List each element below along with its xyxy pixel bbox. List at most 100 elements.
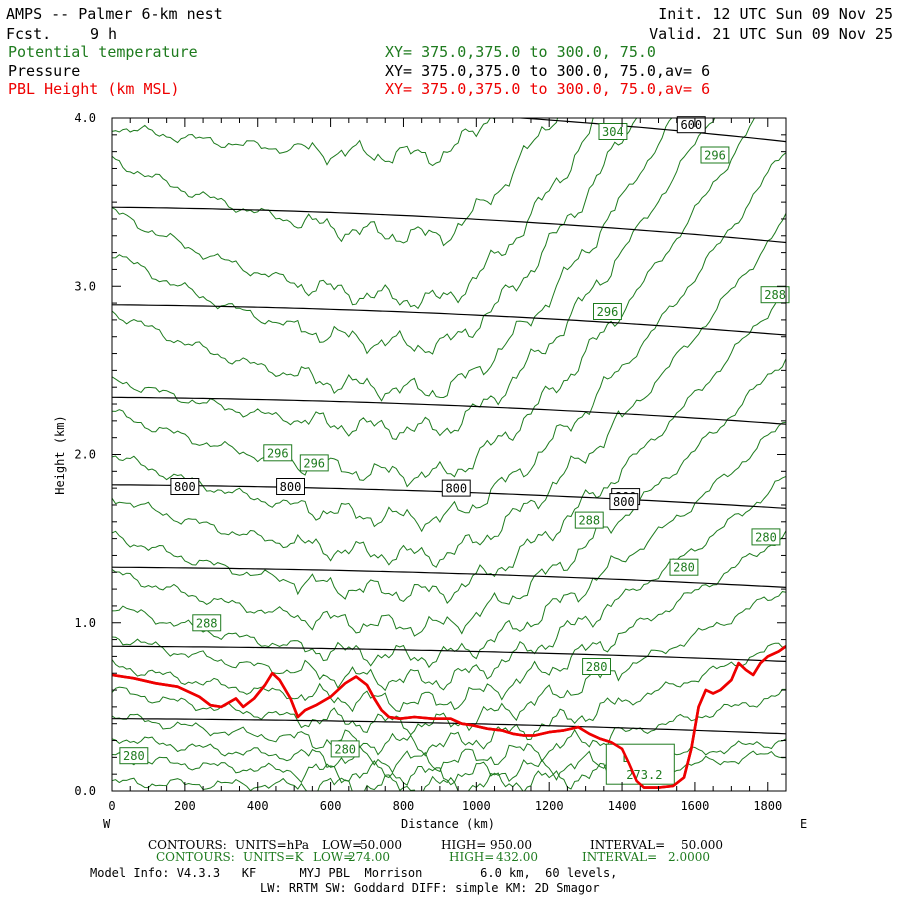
footer-low: 274.00 bbox=[348, 850, 390, 864]
theta-label-text: 280 bbox=[673, 561, 695, 575]
x-tick-label: 600 bbox=[320, 799, 342, 813]
theta-contour-line bbox=[112, 118, 595, 310]
pressure-label-box bbox=[441, 479, 471, 497]
footer-theta-contours: CONTOURS: UNITS=K LOW= 274.00 HIGH= 432.… bbox=[156, 850, 710, 864]
theta-label-box bbox=[593, 303, 622, 320]
plot-frame bbox=[111, 117, 787, 792]
pressure-label: 800 bbox=[170, 478, 200, 495]
footer-interval-label: INTERVAL= bbox=[590, 838, 665, 852]
theta-label-text: 296 bbox=[704, 149, 726, 163]
pressure-label-text: 800 bbox=[613, 495, 635, 509]
theta-contour-line bbox=[112, 688, 786, 774]
theta-label-text: 288 bbox=[578, 514, 600, 528]
x-axis-label: Distance (km) bbox=[401, 817, 495, 831]
pbl-height-line-overlay bbox=[112, 645, 786, 789]
footer-pressure-contours: CONTOURS: UNITS=hPa LOW= 50.000 HIGH= 95… bbox=[148, 838, 723, 852]
footer-high-label: HIGH= bbox=[441, 838, 486, 852]
theta-contour-line bbox=[112, 118, 638, 355]
axis-ticks: 0 200 400 600 800 1000 1200 1400 1600 1800 0.0 1.0 2… bbox=[74, 111, 787, 813]
theta-label-box bbox=[263, 444, 293, 462]
footer-contours-label: CONTOURS: bbox=[148, 838, 227, 852]
low-marker-box bbox=[605, 743, 675, 785]
theta-contour-line bbox=[112, 530, 786, 713]
pressure-label-box bbox=[276, 478, 306, 495]
pressure-label-text: 800 bbox=[280, 480, 302, 494]
theta-label-box bbox=[582, 658, 611, 675]
field-pbl-name: PBL Height (km MSL) bbox=[8, 80, 180, 98]
y-tick-label: 0.0 bbox=[74, 784, 96, 798]
theta-contour-line bbox=[112, 358, 786, 637]
field-pressure-xy: XY= 375.0,375.0 to 300.0, 75.0,av= 6 bbox=[385, 62, 710, 80]
model-info: Model Info: V4.3.3 KF MYJ PBL Morrison 6… bbox=[90, 866, 617, 880]
theta-contour-line bbox=[112, 212, 786, 568]
theta-label: 296 bbox=[263, 444, 293, 462]
pressure-contour-line bbox=[112, 566, 786, 588]
theta-label: 288 bbox=[192, 614, 222, 632]
theta-label: 296 bbox=[299, 454, 329, 472]
x-tick-label: 800 bbox=[393, 799, 415, 813]
theta-contour-line bbox=[112, 118, 673, 402]
theta-label-box bbox=[751, 528, 781, 546]
east-end-label: E bbox=[800, 817, 807, 831]
theta-contour-line bbox=[112, 118, 496, 167]
theta-contour-line bbox=[112, 118, 755, 488]
pressure-label: 800 bbox=[609, 493, 639, 511]
theta-label-box bbox=[669, 558, 699, 576]
x-tick-label: 200 bbox=[174, 799, 196, 813]
field-pbl-xy: XY= 375.0,375.0 to 300.0, 75.0,av= 6 bbox=[385, 80, 710, 98]
theta-label-text: 304 bbox=[602, 125, 624, 139]
theta-label: 280 bbox=[751, 528, 781, 546]
footer-interval: 2.0000 bbox=[668, 850, 710, 864]
theta-label-box bbox=[192, 614, 222, 632]
theta-label-box bbox=[700, 146, 730, 164]
pressure-label-text: 800 bbox=[174, 480, 196, 494]
footer-units: UNITS=K bbox=[243, 850, 305, 864]
pressure-label-text: 600 bbox=[680, 118, 702, 132]
valid-time: Valid. 21 UTC Sun 09 Nov 25 bbox=[649, 25, 893, 43]
footer-contours-label: CONTOURS: bbox=[156, 850, 235, 864]
x-tick-label: 1000 bbox=[462, 799, 491, 813]
theta-label: 296 bbox=[700, 146, 730, 164]
x-tick-label: 1600 bbox=[680, 799, 709, 813]
x-tick-label: 1400 bbox=[608, 799, 637, 813]
footer-units: UNITS=hPa bbox=[235, 838, 309, 852]
pressure-contour-line bbox=[512, 118, 786, 143]
theta-contours bbox=[112, 118, 786, 791]
theta-contour-line bbox=[112, 289, 786, 604]
theta-label: 280 bbox=[582, 658, 611, 675]
footer-interval-label: INTERVAL= bbox=[582, 850, 657, 864]
theta-label-box bbox=[760, 286, 790, 304]
theta-label-text: 288 bbox=[764, 288, 786, 302]
forecast-label: Fcst. bbox=[6, 25, 51, 43]
theta-contour-line bbox=[112, 118, 716, 440]
theta-label: 280 bbox=[330, 740, 360, 758]
footer-high: 950.00 bbox=[490, 838, 532, 852]
field-theta-xy: XY= 375.0,375.0 to 300.0, 75.0 bbox=[385, 43, 656, 61]
theta-label-text: 296 bbox=[303, 456, 325, 470]
contour-labels: 280 280 280 280 280 288 288 288 296 296 296 296 304 8… bbox=[112, 116, 790, 789]
pressure-label-box bbox=[609, 493, 639, 511]
theta-label: 288 bbox=[760, 286, 790, 304]
theta-contour-line bbox=[112, 421, 786, 669]
init-time: Init. 12 UTC Sun 09 Nov 25 bbox=[658, 5, 893, 23]
theta-contour-line bbox=[112, 642, 786, 757]
footer-low-label: LOW= bbox=[313, 850, 353, 864]
chart-title: AMPS -- Palmer 6-km nest bbox=[6, 5, 223, 23]
footer-interval: 50.000 bbox=[681, 838, 723, 852]
theta-label-box bbox=[598, 123, 628, 140]
theta-label-box bbox=[330, 740, 360, 758]
footer-high-label: HIGH= bbox=[449, 850, 494, 864]
pressure-label: 800 bbox=[276, 478, 306, 495]
theta-contour-line bbox=[112, 152, 786, 533]
y-tick-label: 1.0 bbox=[74, 616, 96, 630]
forecast-value: 9 h bbox=[90, 25, 117, 43]
field-theta-name: Potential temperature bbox=[8, 43, 198, 61]
x-tick-label: 1800 bbox=[753, 799, 782, 813]
pressure-contour-line bbox=[112, 645, 786, 662]
theta-label: 296 bbox=[593, 303, 622, 320]
theta-label: 280 bbox=[119, 747, 149, 765]
pressure-label: 800 bbox=[441, 479, 471, 497]
theta-label: 288 bbox=[574, 511, 604, 529]
